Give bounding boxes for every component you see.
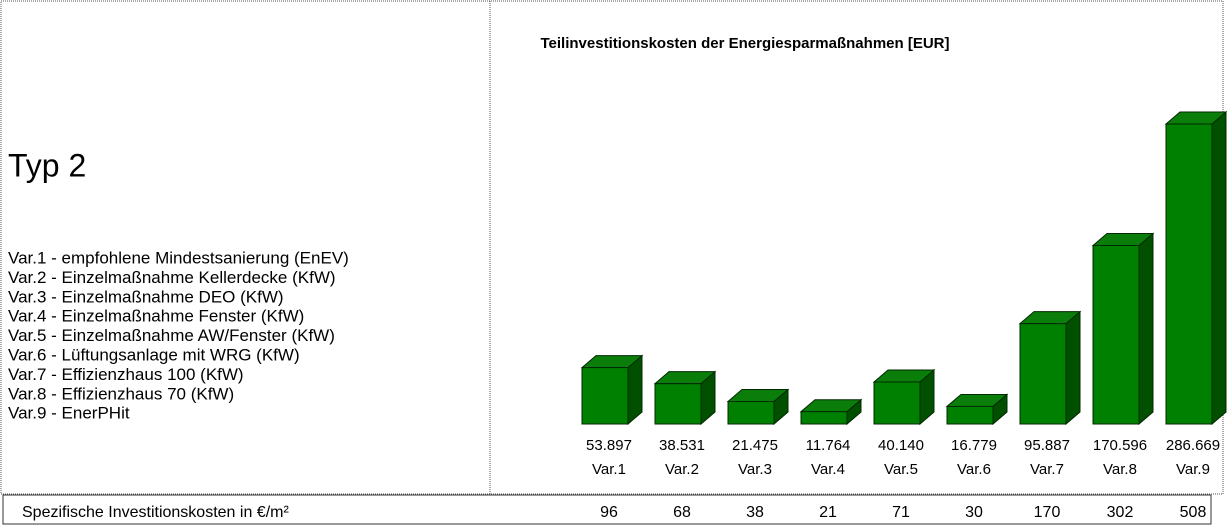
variant-label: Var.1 - empfohlene Mindestsanierung (EnE… — [8, 248, 349, 267]
variant-label: Var.3 - Einzelmaßnahme DEO (KfW) — [8, 287, 284, 306]
row-value: 30 — [965, 504, 983, 521]
variant-label: Var.5 - Einzelmaßnahme AW/Fenster (KfW) — [8, 326, 335, 345]
bar — [800, 411, 848, 425]
value-label: 40.140 — [878, 437, 924, 454]
x-tick-label: Var.7 — [1030, 461, 1064, 478]
value-label: 11.764 — [806, 437, 851, 454]
value-label: 170.596 — [1093, 437, 1147, 454]
bar-side — [1065, 310, 1081, 426]
bar — [873, 381, 921, 425]
bar — [654, 383, 702, 425]
x-tick-label: Var.3 — [738, 461, 772, 478]
value-label: 53.897 — [586, 437, 632, 454]
row-value: 508 — [1180, 504, 1207, 521]
value-label: 16.779 — [951, 437, 997, 454]
table-row — [2, 494, 1212, 525]
bar — [1019, 323, 1067, 425]
row-value: 302 — [1107, 504, 1134, 521]
bar — [727, 401, 775, 425]
bar — [1165, 123, 1213, 425]
row-value: 170 — [1034, 504, 1061, 521]
value-label: 38.531 — [659, 437, 705, 454]
bar-side — [1211, 110, 1227, 426]
x-tick-label: Var.4 — [811, 461, 845, 478]
x-tick-label: Var.5 — [884, 461, 918, 478]
variant-label: Var.8 - Effizienzhaus 70 (KfW) — [8, 384, 234, 403]
row-value: 71 — [892, 504, 910, 521]
variant-label: Var.2 - Einzelmaßnahme Kellerdecke (KfW) — [8, 268, 336, 287]
value-label: 21.475 — [732, 437, 778, 454]
x-tick-label: Var.9 — [1176, 461, 1210, 478]
chart-title: Teilinvestitionskosten der Energiesparma… — [541, 35, 950, 52]
variant-label: Var.9 - EnerPHit — [8, 404, 130, 423]
bar — [581, 367, 629, 425]
variant-label: Var.4 - Einzelmaßnahme Fenster (KfW) — [8, 307, 304, 326]
value-label: 286.669 — [1166, 437, 1220, 454]
variant-label: Var.7 - Effizienzhaus 100 (KfW) — [8, 365, 244, 384]
row-value: 21 — [819, 504, 837, 521]
x-tick-label: Var.8 — [1103, 461, 1137, 478]
row-value: 68 — [673, 504, 691, 521]
row-value: 96 — [600, 504, 618, 521]
bar — [1092, 244, 1140, 425]
x-tick-label: Var.6 — [957, 461, 991, 478]
variant-label: Var.6 - Lüftungsanlage mit WRG (KfW) — [8, 345, 300, 364]
bar-side — [1138, 232, 1154, 426]
row-value: 38 — [746, 504, 764, 521]
row-label: Spezifische Investitionskosten in €/m² — [22, 504, 289, 521]
value-label: 95.887 — [1024, 437, 1070, 454]
heading: Typ 2 — [8, 147, 86, 183]
x-tick-label: Var.1 — [592, 461, 626, 478]
x-tick-label: Var.2 — [665, 461, 699, 478]
bar — [946, 405, 994, 425]
